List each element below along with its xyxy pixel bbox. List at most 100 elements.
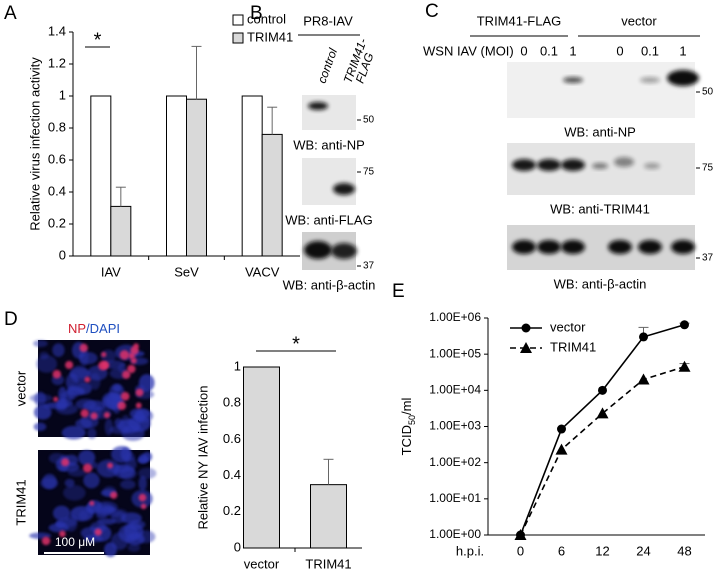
np-spot: [80, 409, 89, 418]
error-bar: [115, 186, 126, 207]
stain-np: NP: [68, 321, 86, 336]
data-point: [680, 320, 689, 330]
blot: [507, 143, 695, 195]
bar: [186, 98, 207, 257]
nucleus-blob: [134, 409, 154, 423]
np-spot: [41, 536, 51, 546]
panel-label: A: [4, 3, 17, 24]
np-spot: [140, 503, 147, 510]
x-tick-label: TRIM41: [305, 556, 351, 571]
size-marker: 50: [702, 87, 714, 98]
nucleus-blob: [83, 472, 100, 489]
bar: [110, 205, 132, 257]
series-line: [519, 323, 685, 536]
np-spot: [94, 528, 102, 536]
y-tick-label: 0: [234, 539, 241, 554]
series-line: [519, 365, 685, 536]
size-marker: 37: [702, 253, 714, 264]
size-marker: 75: [702, 163, 714, 174]
nucleus-blob: [138, 475, 147, 491]
np-spot: [52, 369, 62, 379]
nucleus-blob: [52, 343, 65, 357]
blot-band: [644, 163, 660, 169]
y-tick-label: 1.00E+00: [429, 527, 481, 541]
nucleus-blob: [75, 398, 96, 410]
error-bar: [323, 458, 334, 485]
data-point: [596, 407, 609, 419]
y-tick-label: 1.00E+05: [429, 346, 481, 360]
lane-label: 0.1: [540, 43, 558, 58]
legend-swatch: [232, 14, 244, 26]
y-tick-label: 0.8: [48, 119, 66, 134]
x-tick-label: 12: [595, 543, 609, 558]
x-tick-label: 48: [677, 543, 691, 558]
nucleus-blob: [75, 418, 93, 429]
y-tick-label: 0.4: [48, 183, 66, 198]
nucleus-blob: [29, 393, 53, 403]
blot-band: [592, 163, 608, 169]
blot-label: WB: anti-β-actin: [554, 276, 647, 291]
nucleus-blob: [48, 453, 65, 464]
np-spot: [121, 370, 131, 379]
row-label: TRIM41: [13, 479, 28, 525]
nucleus-blob: [66, 384, 78, 400]
nucleus-blob: [61, 425, 86, 440]
y-tick-label: 1.00E+03: [429, 419, 481, 433]
nucleus-blob: [33, 404, 52, 420]
np-spot: [61, 458, 70, 467]
blot-band: [537, 240, 561, 254]
size-marker: 37: [363, 261, 375, 272]
np-spot: [135, 388, 144, 397]
blot-band: [331, 243, 357, 259]
blot-band: [638, 240, 662, 254]
nucleus-blob: [42, 473, 57, 490]
nucleus-blob: [36, 355, 58, 373]
blot-band: [304, 241, 332, 259]
np-spot: [65, 360, 74, 370]
lane-label: 1: [569, 43, 576, 58]
np-spot: [110, 491, 118, 499]
y-tick-label: 1: [59, 87, 66, 102]
size-marker: 75: [363, 167, 375, 178]
significance-mark: *: [94, 29, 102, 51]
y-tick-label: 0.6: [48, 151, 66, 166]
lane-label: 0.1: [641, 43, 659, 58]
lane-label: 0: [520, 43, 527, 58]
np-spot: [90, 412, 98, 420]
nucleus-blob: [96, 510, 108, 520]
y-label-rest: /ml: [399, 398, 414, 415]
np-spot: [84, 376, 91, 383]
scale-bar-label: 100 μM: [55, 535, 95, 549]
np-spot: [79, 343, 88, 353]
data-point: [678, 360, 691, 372]
blot-band: [614, 157, 634, 167]
nucleus-blob: [109, 425, 131, 435]
blot: [302, 158, 356, 205]
nucleus-blob: [120, 479, 136, 490]
x-tick-label: SeV: [174, 264, 199, 279]
nucleus-blob: [63, 485, 86, 501]
bar: [90, 95, 112, 257]
legend-marker: [520, 342, 532, 353]
nucleus-blob: [127, 543, 141, 552]
y-tick-label: 1.00E+01: [429, 491, 481, 505]
row-label: vector: [13, 370, 28, 406]
nucleus-blob: [109, 383, 125, 400]
nucleus-blob: [83, 535, 103, 543]
np-spot: [117, 401, 127, 411]
blot-band: [561, 159, 585, 171]
nucleus-blob: [75, 381, 92, 395]
nucleus-blob: [104, 418, 113, 436]
legend-label: TRIM41: [247, 29, 293, 44]
y-tick-label: 0.2: [223, 503, 241, 518]
error-bar: [267, 106, 278, 135]
nucleus-blob: [52, 505, 71, 521]
y-tick-label: 0.6: [223, 431, 241, 446]
size-marker: 50: [363, 115, 375, 126]
data-point: [557, 424, 566, 434]
np-spot: [138, 493, 147, 502]
nucleus-blob: [33, 340, 48, 348]
y-axis-label: Relative virus infection activity: [27, 57, 42, 231]
legend-label: vector: [550, 319, 586, 334]
nucleus-blob: [138, 374, 155, 392]
